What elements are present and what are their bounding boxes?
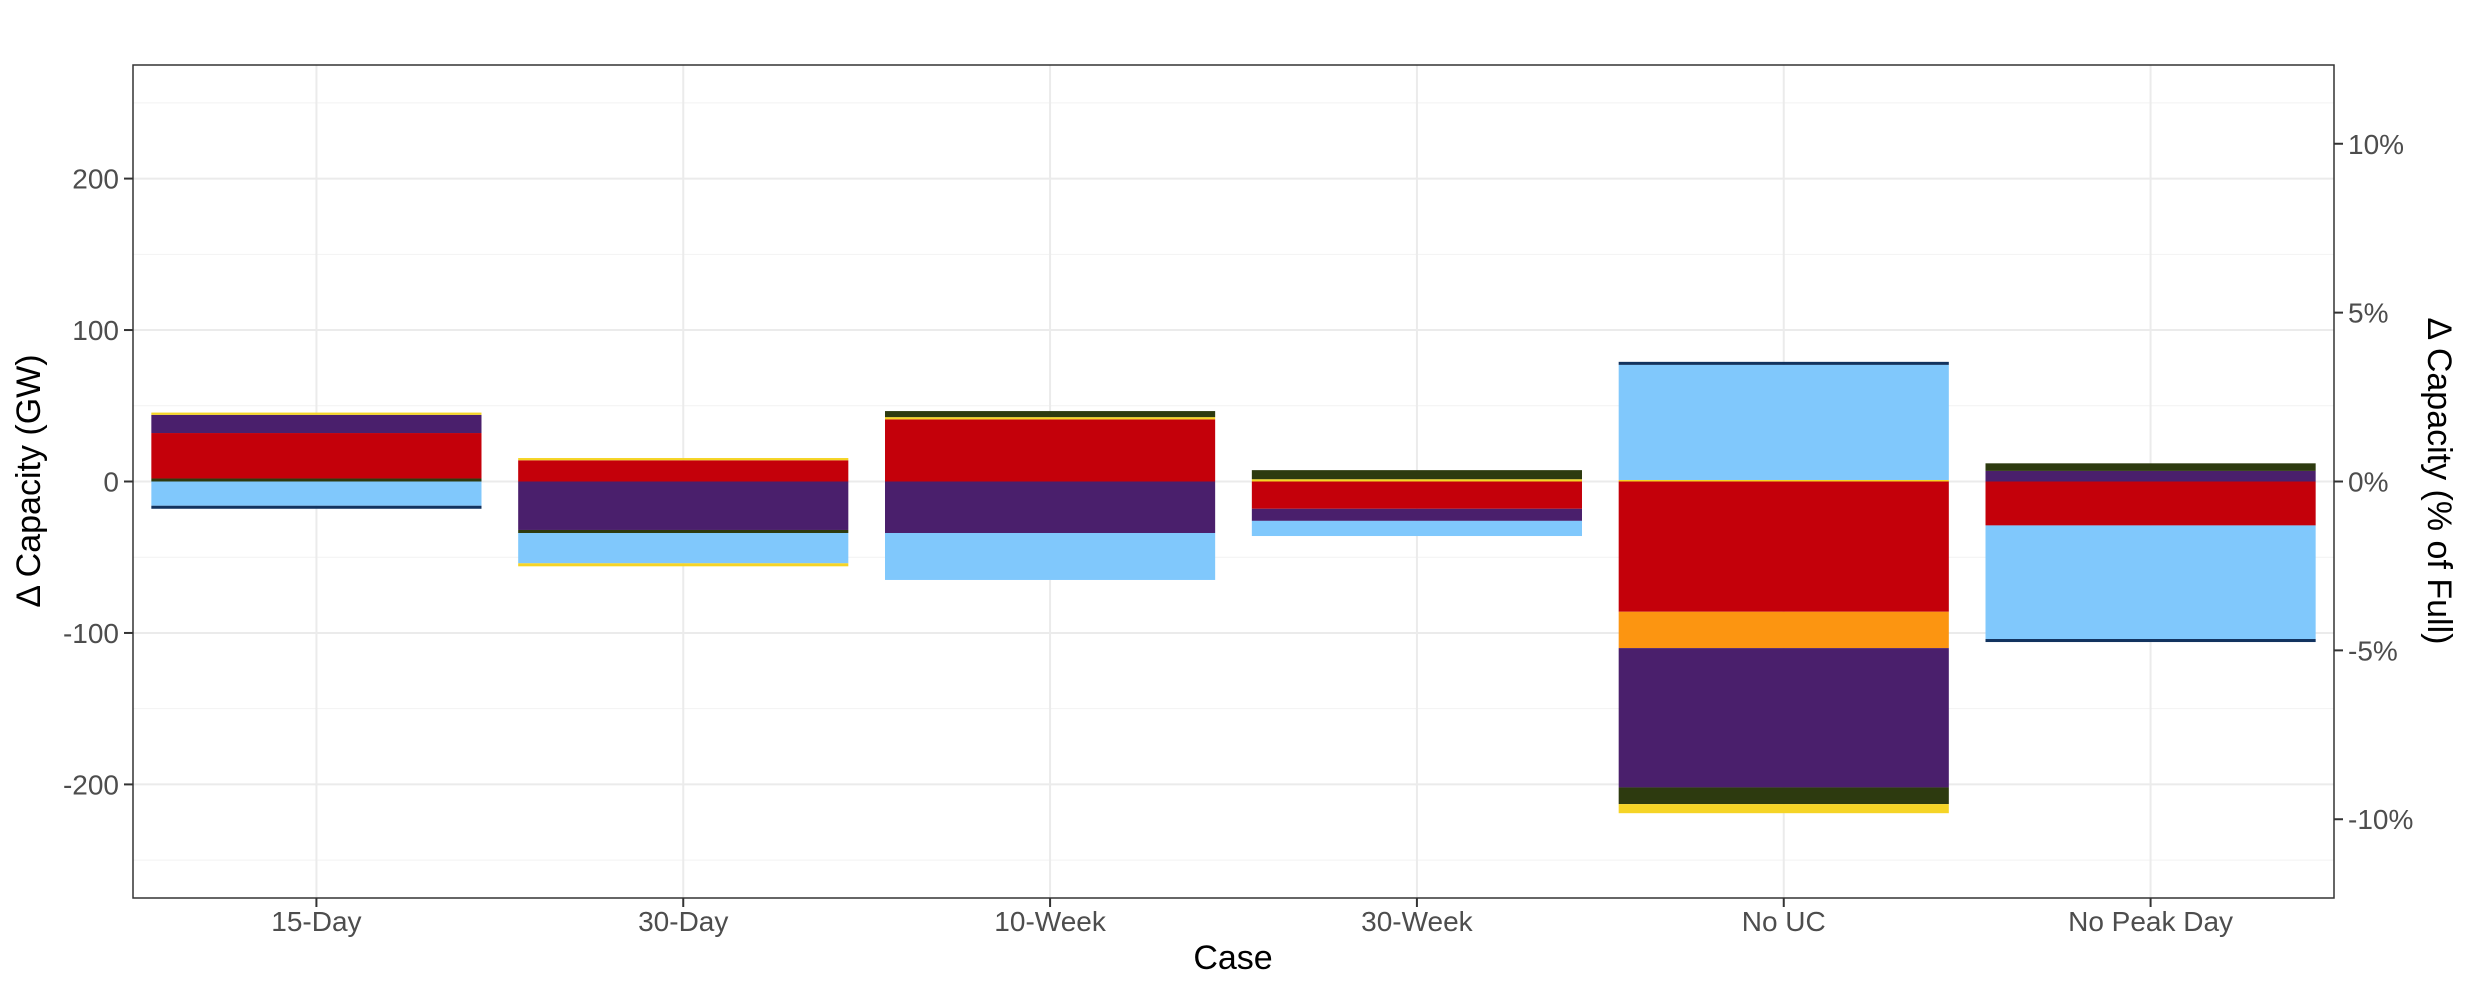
bar-segment-light-blue bbox=[151, 481, 482, 506]
bar-segment-yellow bbox=[151, 412, 482, 415]
x-tick-label: 15-Day bbox=[271, 906, 361, 937]
bar-segment-purple bbox=[518, 481, 849, 530]
bar-segment-yellow bbox=[1251, 479, 1582, 482]
bar-segment-dark-olive bbox=[151, 478, 482, 482]
bar-segment-dark-olive bbox=[518, 529, 849, 533]
bar-segment-red bbox=[1985, 481, 2316, 526]
bar-segment-yellow bbox=[518, 563, 849, 567]
y2-tick-label: 0% bbox=[2348, 467, 2388, 498]
x-tick-label: 30-Week bbox=[1361, 906, 1474, 937]
bar-segment-navy bbox=[151, 505, 482, 509]
x-tick-label: No Peak Day bbox=[2068, 906, 2233, 937]
bar-segment-light-blue bbox=[1618, 364, 1949, 480]
bar-stack-no-peak-day bbox=[1985, 463, 2316, 643]
bar-segment-purple bbox=[1618, 648, 1949, 788]
bar-segment-orange bbox=[1618, 611, 1949, 649]
bar-stack-10-week bbox=[885, 411, 1216, 580]
y2-tick-label: 5% bbox=[2348, 298, 2388, 329]
y2-tick-label: -10% bbox=[2348, 804, 2413, 835]
bar-segment-yellow bbox=[518, 458, 849, 461]
bar-segment-red bbox=[1251, 481, 1582, 509]
y2-tick-label: -5% bbox=[2348, 635, 2398, 666]
bar-segment-navy bbox=[1985, 639, 2316, 643]
bar-segment-red bbox=[885, 419, 1216, 482]
bar-segment-red bbox=[518, 460, 849, 482]
y-axis-title: Δ Capacity (GW) bbox=[10, 354, 48, 607]
bar-segment-light-blue bbox=[518, 532, 849, 564]
bar-segment-navy bbox=[1618, 361, 1949, 365]
y-tick-label: -100 bbox=[63, 618, 119, 649]
bar-segment-light-blue bbox=[1251, 520, 1582, 537]
y-tick-label: 0 bbox=[103, 467, 119, 498]
y2-tick-label: 10% bbox=[2348, 129, 2404, 160]
bar-segment-yellow bbox=[885, 417, 1216, 420]
bar-stack-15-day bbox=[151, 412, 482, 509]
bar-segment-purple bbox=[151, 414, 482, 434]
y-tick-label: 200 bbox=[72, 164, 119, 195]
x-tick-label: No UC bbox=[1742, 906, 1826, 937]
bar-stack-30-day bbox=[518, 458, 849, 567]
x-tick-label: 10-Week bbox=[994, 906, 1107, 937]
x-axis: 15-Day 30-Day 10-Week 30-Week No UC No Peak D… bbox=[271, 898, 2233, 937]
bar-segment-light-blue bbox=[885, 532, 1216, 580]
bar-segment-purple bbox=[885, 481, 1216, 533]
y-axis-left: -200 -100 0 100 200 bbox=[63, 164, 133, 800]
bar-segment-purple bbox=[1251, 508, 1582, 521]
bar-segment-dark-olive bbox=[1985, 463, 2316, 471]
bar-stack-no-uc bbox=[1618, 361, 1949, 814]
bars bbox=[151, 361, 2316, 814]
bar-segment-dark-olive bbox=[1251, 470, 1582, 480]
x-tick-label: 30-Day bbox=[638, 906, 728, 937]
y-axis-right: -10% -5% 0% 5% 10% bbox=[2334, 129, 2413, 835]
bar-segment-yellow bbox=[1618, 804, 1949, 814]
bar-segment-dark-olive bbox=[1618, 787, 1949, 805]
y2-axis-title: Δ Capacity (% of Full) bbox=[2420, 318, 2458, 645]
bar-segment-red bbox=[1618, 481, 1949, 612]
x-axis-title: Case bbox=[1193, 939, 1272, 977]
bar-segment-dark-olive bbox=[885, 411, 1216, 418]
bar-segment-purple bbox=[1985, 470, 2316, 482]
bar-segment-red bbox=[151, 433, 482, 479]
bar-segment-light-blue bbox=[1985, 525, 2316, 640]
bar-segment-yellow bbox=[1618, 479, 1949, 482]
y-tick-label: 100 bbox=[72, 315, 119, 346]
y-tick-label: -200 bbox=[63, 769, 119, 800]
bar-stack-30-week bbox=[1251, 470, 1582, 537]
